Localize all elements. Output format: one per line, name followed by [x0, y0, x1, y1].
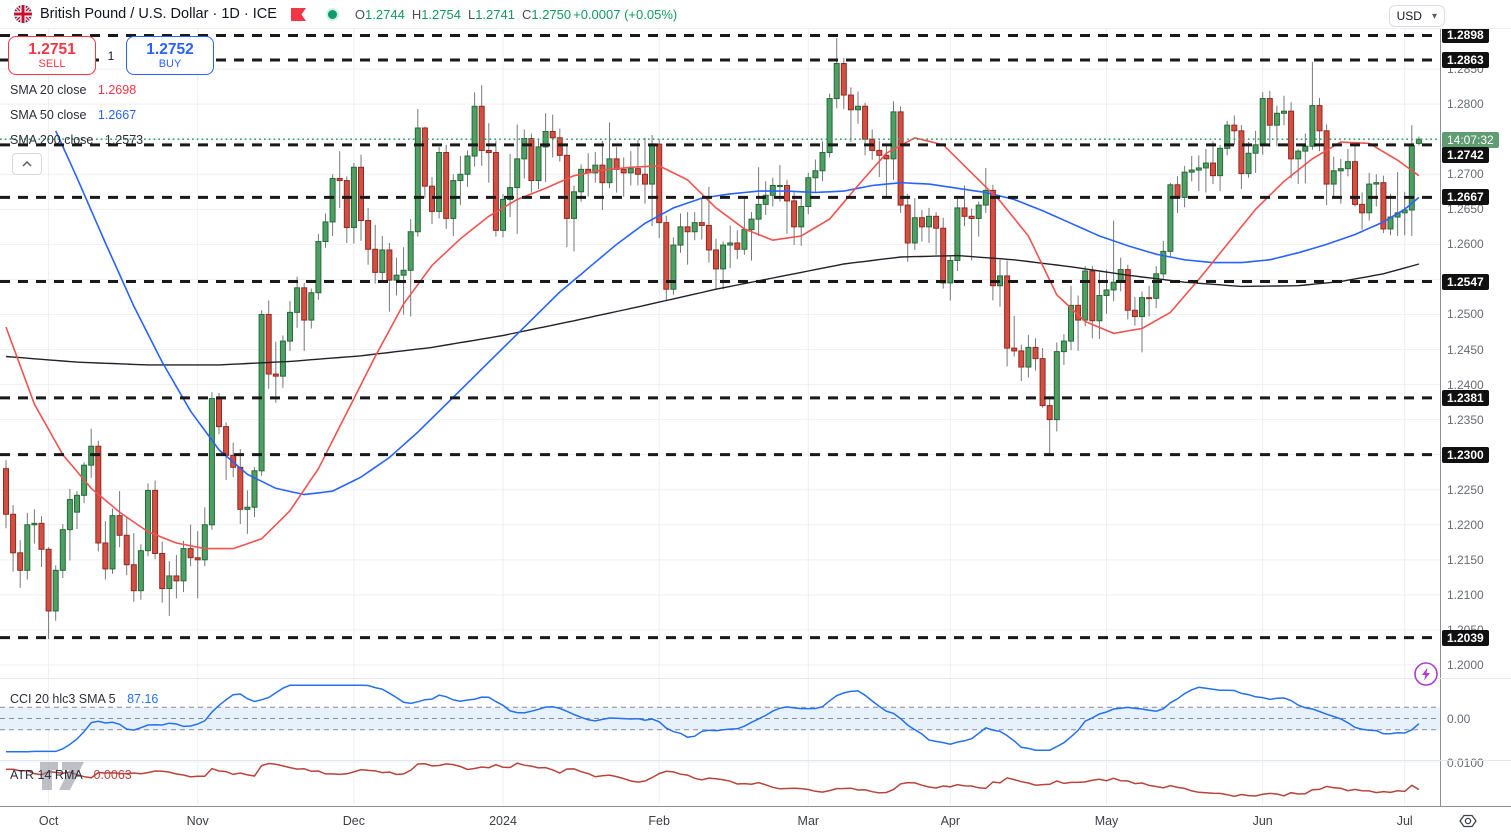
time-axis[interactable]: Oct Nov Dec 2024 Feb Mar Apr May Jun Jul	[0, 806, 1511, 835]
price-tick-label: 1.2650	[1447, 202, 1484, 217]
sma50-label: SMA 50 close	[10, 108, 87, 122]
cci-axis-label: 0.00	[1447, 711, 1471, 726]
symbol-title[interactable]: British Pound / U.S. Dollar · 1D · ICE	[40, 6, 277, 22]
chevron-down-icon: ▾	[1431, 10, 1437, 22]
sma50-legend[interactable]: SMA 50 close 1.2667	[10, 108, 136, 122]
time-tick-label: Mar	[797, 814, 820, 828]
key-level-lines	[0, 33, 1440, 640]
instant-order-lightning-button[interactable]	[1413, 661, 1439, 692]
time-tick-label: Feb	[648, 814, 670, 828]
bar-countdown-label: 14:07:32	[1442, 132, 1499, 148]
cci-value: 87.16	[127, 692, 159, 706]
ohlc-item: C1.2750	[521, 6, 572, 22]
ohlc-item: H1.2754	[411, 6, 461, 22]
buy-button[interactable]: 1.2752 BUY	[126, 36, 214, 75]
flagged-symbol-icon[interactable]	[290, 7, 306, 21]
candles-series	[3, 38, 1422, 640]
price-tick-label: 1.2000	[1447, 657, 1484, 672]
time-tick-label: Oct	[38, 814, 59, 828]
time-tick-label: Nov	[186, 814, 209, 828]
cci-pane	[0, 684, 1440, 753]
cci-legend[interactable]: CCI 20 hlc3 SMA 5 87.16	[10, 692, 158, 706]
buy-label: BUY	[158, 57, 182, 70]
price-tick-label: 1.2600	[1447, 237, 1484, 252]
price-tick-label: 1.2250	[1447, 482, 1484, 497]
time-tick-label: Dec	[342, 814, 366, 828]
market-open-dot-icon[interactable]	[327, 9, 337, 19]
price-axis[interactable]: 1.2850 1.2800 1.2700 1.2650 1.2600 1.2500 1.24…	[1440, 27, 1511, 835]
ohlc-item: O1.2744	[354, 6, 405, 22]
key-level-label: 1.2300	[1442, 446, 1489, 463]
time-tick-label: May	[1094, 814, 1119, 828]
ohlc-readout: O1.2744 H1.2754 L1.2741 C1.2750	[355, 7, 571, 22]
collapse-legend-button[interactable]	[12, 153, 42, 175]
atr-legend[interactable]: ATR 14 RMA 0.0063	[10, 768, 132, 782]
buy-price: 1.2752	[146, 40, 194, 58]
key-level-label: 1.2742	[1442, 147, 1489, 163]
price-tick-label: 1.2150	[1447, 552, 1484, 567]
cci-line	[6, 684, 1420, 753]
currency-dropdown[interactable]: USD ▾	[1388, 5, 1445, 27]
sma20-line	[5, 136, 1420, 550]
price-tick-label: 1.2100	[1447, 587, 1484, 602]
sma50-line	[54, 130, 1420, 496]
sell-button[interactable]: 1.2751 SELL	[8, 36, 96, 75]
price-tick-label: 1.2450	[1447, 342, 1484, 357]
tradingview-watermark-icon	[38, 756, 90, 801]
sma20-value: 1.2698	[97, 83, 137, 97]
timezone-settings-icon[interactable]	[1459, 812, 1477, 835]
price-tick-label: 1.2700	[1447, 167, 1484, 182]
sell-price: 1.2751	[28, 40, 76, 58]
time-tick-label: Jul	[1396, 814, 1413, 828]
sma20-label: SMA 20 close	[10, 83, 87, 97]
price-tick-label: 1.2400	[1447, 377, 1484, 392]
price-tick-label: 1.2800	[1447, 97, 1484, 112]
sma50-value: 1.2667	[97, 108, 137, 122]
time-tick-label: Apr	[940, 814, 961, 828]
trade-widget: 1.2751 SELL 1 1.2752 BUY	[8, 36, 214, 75]
sma200-value: 1.2573	[104, 133, 144, 147]
price-tick-label: 1.2500	[1447, 307, 1484, 322]
pane-separator-cci-atr[interactable]	[0, 760, 1511, 761]
cci-label: CCI 20 hlc3 SMA 5	[10, 692, 116, 706]
atr-line	[5, 762, 1420, 798]
price-change: +0.0007 (+0.05%)	[573, 6, 678, 22]
sma200-legend[interactable]: SMA 200 close 1.2573	[10, 133, 143, 147]
key-level-label: 1.2898	[1442, 27, 1489, 44]
atr-axis-label: 0.0100	[1447, 756, 1484, 770]
uk-flag-icon	[14, 5, 32, 23]
time-tick-label: Jun	[1252, 814, 1273, 828]
key-level-label: 1.2547	[1442, 273, 1489, 290]
price-tick-label: 1.2200	[1447, 517, 1484, 532]
spread-value: 1	[99, 46, 123, 65]
sma200-line	[5, 254, 1420, 366]
currency-label: USD	[1396, 9, 1422, 23]
price-tick-label: 1.2350	[1447, 412, 1484, 427]
atr-value: 0.0063	[93, 768, 132, 782]
sell-label: SELL	[38, 57, 66, 70]
key-level-label: 1.2667	[1442, 189, 1489, 206]
atr-label: ATR 14 RMA	[10, 768, 83, 782]
ohlc-item: L1.2741	[467, 6, 515, 22]
key-level-label: 1.2863	[1442, 52, 1489, 68]
sma20-legend[interactable]: SMA 20 close 1.2698	[10, 83, 136, 97]
pane-separator-main-cci[interactable]	[0, 678, 1511, 679]
key-level-label: 1.2381	[1442, 389, 1489, 406]
sma200-label: SMA 200 close	[10, 133, 94, 147]
time-tick-label: 2024	[489, 814, 517, 828]
chart-header: British Pound / U.S. Dollar · 1D · ICE O…	[0, 0, 1511, 29]
key-level-label: 1.2039	[1442, 629, 1489, 646]
